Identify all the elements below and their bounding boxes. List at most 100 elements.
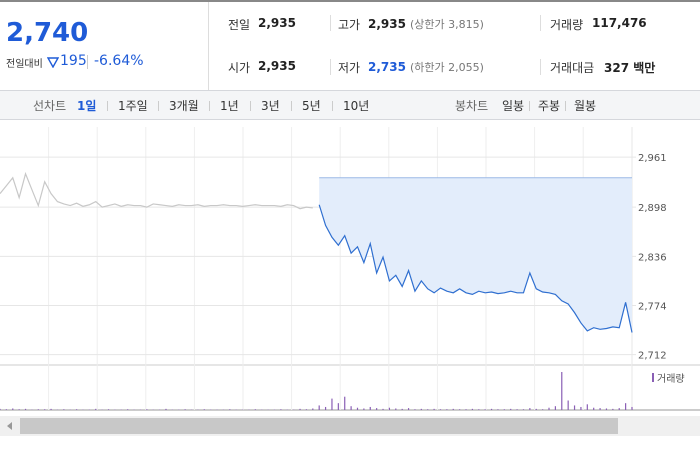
volume-bar (446, 409, 448, 410)
period-tab[interactable]: 1일 (77, 99, 97, 113)
divider (87, 55, 88, 69)
volume-bar (471, 408, 474, 410)
stat-value: 2,935 (상한가 3,815) (368, 17, 484, 31)
volume-bar (12, 408, 14, 410)
divider (540, 59, 541, 75)
scroll-left[interactable] (6, 421, 14, 431)
volume-bar (548, 407, 550, 410)
period-tab[interactable]: 1주일 (118, 99, 148, 113)
volume-bar (229, 409, 231, 410)
volume-bar (280, 409, 282, 410)
volume-bar (414, 409, 416, 410)
scrollbar[interactable] (0, 416, 700, 436)
stat-value: 2,735 (하한가 2,055) (368, 60, 484, 74)
volume-bar (542, 409, 544, 410)
volume-bar (0, 408, 1, 410)
volume-bar (356, 407, 359, 410)
y-tick-label: 2,961 (638, 153, 667, 164)
volume-bar (529, 408, 531, 410)
y-tick-label: 2,836 (638, 252, 667, 263)
volume-bar (165, 408, 167, 410)
volume-bar (593, 407, 595, 410)
candle-tab[interactable]: 월봉 (574, 99, 597, 113)
volume-bar (612, 408, 614, 410)
volume-bar (5, 409, 7, 410)
volume-bar (299, 408, 301, 410)
down-arrow (47, 57, 59, 68)
tab-divider (565, 101, 566, 111)
period-tab[interactable]: 5년 (302, 99, 321, 113)
volume-bar (44, 409, 46, 410)
candle-tab[interactable]: 일봉 (502, 99, 525, 113)
period-tab[interactable]: 10년 (343, 99, 370, 113)
stat-value: 117,476 (592, 16, 647, 30)
volume-bar (388, 407, 391, 410)
stat-label: 시가 (228, 61, 251, 75)
tab-divider (107, 101, 108, 111)
volume-bar (522, 409, 525, 410)
volume-bar (465, 409, 467, 410)
legend-swatch (652, 373, 654, 382)
stat-label: 고가 (338, 18, 361, 32)
period-tab[interactable]: 3년 (261, 99, 280, 113)
volume-bar (324, 406, 327, 410)
tab-divider (529, 101, 530, 111)
change: 195 (60, 53, 87, 69)
divider (330, 15, 331, 31)
volume-bar (37, 409, 39, 410)
stat-value: 2,935 (258, 16, 296, 30)
divider (540, 15, 541, 31)
volume-bar (618, 408, 620, 410)
y-tick-label: 2,774 (638, 302, 667, 313)
stat-label: 거래량 (550, 18, 584, 32)
price-line (318, 204, 633, 333)
volume-bar (184, 409, 186, 410)
line-chart-label: 선차트 (33, 99, 67, 113)
volume-bar (510, 408, 512, 410)
volume-bar (50, 408, 52, 410)
volume-bar (369, 406, 371, 410)
volume-bar (439, 409, 442, 410)
change-label: 전일대비 (6, 59, 43, 70)
volume-bar (18, 409, 20, 410)
volume-bar (503, 409, 505, 410)
divider (208, 2, 209, 90)
volume-bar (478, 409, 480, 410)
volume-bar (344, 396, 346, 410)
volume-bar (427, 409, 429, 410)
volume-bar (318, 405, 320, 410)
stat-label: 저가 (338, 61, 361, 75)
volume-bar (586, 404, 588, 410)
stat-value: 2,935 (258, 59, 296, 73)
change-rate: -6.64% (94, 53, 144, 69)
volume-bar (433, 408, 435, 410)
volume-bar (625, 403, 627, 410)
price-line (0, 171, 313, 210)
volume-bar (24, 408, 27, 410)
tab-bar: 선차트 봉차트 1일 1주일 3개월 1년 3년 5년 10년 일봉 주봉 월봉 (0, 90, 700, 120)
volume-bar (395, 408, 397, 410)
period-tab[interactable]: 1년 (220, 99, 239, 113)
volume-bar (561, 372, 563, 410)
y-tick-label: 2,898 (638, 203, 667, 214)
period-tab[interactable]: 3개월 (169, 99, 199, 113)
candle-chart-label: 봉차트 (455, 99, 489, 113)
volume-bar (76, 409, 78, 410)
volume-bar (146, 409, 148, 410)
volume-bar (331, 398, 333, 410)
volume-bar (107, 409, 110, 410)
tab-divider (332, 101, 333, 111)
y-tick-label: 2,712 (638, 351, 667, 362)
volume-bar (401, 408, 403, 410)
volume-bar (497, 409, 499, 410)
volume-bar (459, 409, 461, 410)
stat-label: 거래대금 (550, 61, 595, 75)
stat-note: (하한가 2,055) (409, 61, 484, 74)
tab-divider (291, 101, 292, 111)
scroll-thumb[interactable] (20, 418, 618, 434)
volume-bar (337, 403, 339, 410)
volume-bar (554, 406, 556, 410)
volume-bar (490, 408, 493, 410)
candle-tab[interactable]: 주봉 (538, 99, 561, 113)
